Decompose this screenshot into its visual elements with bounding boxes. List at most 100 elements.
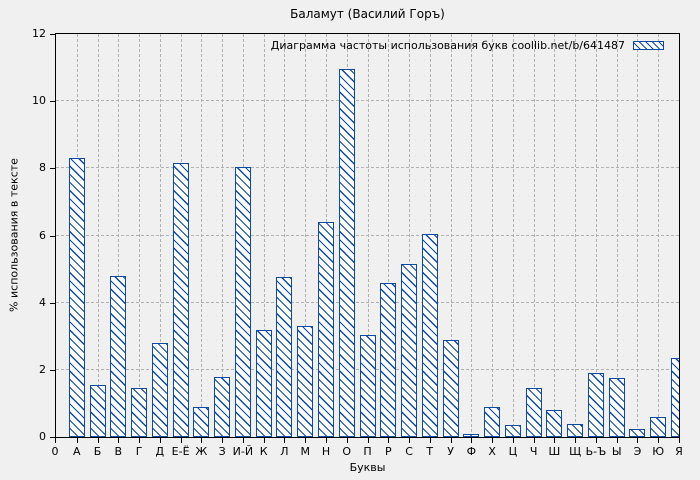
x-tick-label-Ж: Ж	[195, 445, 208, 458]
x-tick-label-П: П	[363, 445, 372, 458]
x-tick-К	[263, 438, 265, 443]
v-gridline-З	[222, 34, 224, 437]
x-tick-Ы	[616, 438, 618, 443]
v-gridline-Д	[159, 34, 161, 437]
bar-Д	[151, 342, 168, 437]
bar-Ф	[463, 433, 480, 437]
y-tick-0	[50, 437, 55, 438]
x-tick-О	[346, 438, 348, 443]
v-gridline-Ц	[512, 34, 514, 437]
x-tick-label-В: В	[114, 445, 123, 458]
v-gridline-С	[409, 34, 411, 437]
bar-О	[338, 69, 355, 437]
bar-С	[401, 264, 418, 437]
v-gridline-Ы	[616, 34, 618, 437]
y-tick-8	[50, 168, 55, 170]
x-axis-label: Буквы	[349, 461, 386, 474]
v-gridline-Ь-Ъ	[595, 34, 597, 437]
h-gridline-4	[56, 301, 679, 303]
y-tick-6	[50, 235, 55, 237]
v-gridline-Х	[492, 34, 494, 437]
v-gridline-У	[450, 34, 452, 437]
x-tick-label-Щ: Щ	[569, 445, 582, 458]
x-tick-label-И-Й: И-Й	[232, 445, 254, 458]
v-gridline-Ф	[471, 34, 473, 437]
x-tick-label-У: У	[447, 445, 454, 458]
x-tick-Е-Ё	[180, 438, 182, 443]
bar-Т	[421, 233, 438, 437]
y-tick-label-12: 12	[32, 27, 46, 40]
x-tick-Ю	[658, 438, 660, 443]
x-tick-Ц	[512, 438, 514, 443]
legend-swatch-hatched-icon	[633, 41, 664, 50]
y-tick-label-2: 2	[39, 362, 46, 376]
x-tick-А	[76, 438, 78, 443]
x-tick-Ж	[201, 438, 203, 443]
x-tick-Р	[388, 438, 390, 443]
x-tick-label-Г: Г	[135, 445, 143, 458]
x-tick-label-Д: Д	[155, 445, 165, 458]
bar-Х	[484, 406, 501, 437]
x-tick-В	[118, 438, 120, 443]
x-tick-У	[450, 438, 452, 443]
bar-Ь-Ъ	[587, 373, 604, 437]
h-gridline-6	[56, 234, 679, 236]
v-gridline-В	[118, 34, 120, 437]
x-tick-С	[409, 438, 411, 443]
bar-Ю	[650, 416, 667, 437]
x-tick-label-Л: Л	[280, 445, 289, 458]
y-tick-label-0: 0	[39, 430, 46, 443]
bar-Ч	[525, 388, 542, 437]
bar-Ц	[504, 425, 521, 437]
x-tick-label-З: З	[218, 445, 226, 458]
x-tick-Ь-Ъ	[595, 438, 597, 443]
x-tick-Х	[492, 438, 494, 443]
y-tick-4	[50, 302, 55, 304]
bar-У	[442, 339, 459, 437]
bar-Е-Ё	[172, 163, 189, 437]
v-gridline-Ш	[554, 34, 556, 437]
x-tick-Т	[429, 438, 431, 443]
bar-Щ	[567, 423, 584, 437]
x-tick-label-Ю: Ю	[652, 445, 665, 458]
y-tick-label-4: 4	[39, 295, 46, 309]
x-tick-Ш	[554, 438, 556, 443]
bar-Л	[276, 277, 293, 437]
v-gridline-Э	[637, 34, 639, 437]
v-gridline-Р	[388, 34, 390, 437]
v-gridline-Л	[284, 34, 286, 437]
x-tick-label-О: О	[342, 445, 352, 458]
h-gridline-8	[56, 167, 679, 169]
v-gridline-Г	[139, 34, 141, 437]
bar-В	[110, 275, 127, 437]
v-gridline-П	[367, 34, 369, 437]
v-gridline-Я	[679, 34, 680, 437]
x-tick-label-Р: Р	[384, 445, 392, 458]
x-tick-З	[222, 438, 224, 443]
x-tick-label-Ч: Ч	[529, 445, 538, 458]
bar-Ш	[546, 410, 563, 437]
x-tick-label-Ь-Ъ: Ь-Ъ	[585, 445, 607, 458]
plot-area: Диаграмма частоты использования букв coo…	[55, 33, 680, 438]
y-tick-10	[50, 101, 55, 103]
x-tick-label-Ц: Ц	[508, 445, 518, 458]
x-tick-label-Ы: Ы	[611, 445, 622, 458]
x-tick-М	[305, 438, 307, 443]
bar-Г	[131, 388, 148, 437]
v-gridline-Ч	[533, 34, 535, 437]
bar-Я	[671, 358, 679, 437]
v-gridline-Б	[97, 34, 99, 437]
y-axis-label: % использования в тексте	[7, 158, 21, 312]
x-tick-label-А: А	[73, 445, 81, 458]
y-tick-label-8: 8	[39, 161, 46, 175]
x-tick-Д	[159, 438, 161, 443]
bar-Н	[317, 222, 334, 437]
x-tick-label-Б: Б	[93, 445, 102, 458]
bar-З	[214, 376, 231, 437]
y-tick-label-10: 10	[32, 94, 46, 108]
x-tick-Э	[637, 438, 639, 443]
x-tick-Щ	[575, 438, 577, 443]
x-tick-label-Э: Э	[633, 445, 642, 458]
x-tick-label-Н: Н	[321, 445, 331, 458]
